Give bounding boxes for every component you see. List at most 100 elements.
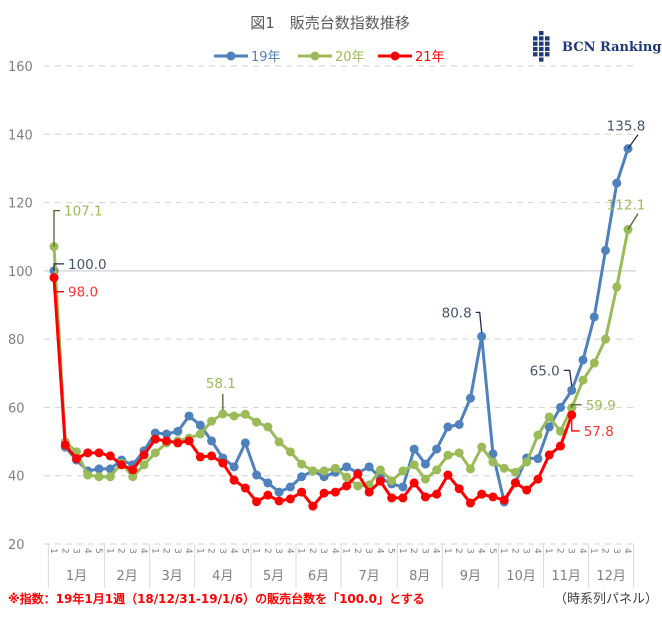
week-tick-label: 3 (217, 548, 227, 554)
data-point (387, 476, 397, 486)
week-tick-label: 2 (599, 548, 609, 554)
week-tick-label: 2 (554, 548, 564, 554)
series-group (49, 144, 633, 511)
data-point (240, 483, 250, 493)
data-point (94, 472, 104, 482)
data-point (477, 489, 487, 499)
week-tick-label: 5 (487, 548, 497, 554)
week-tick-label: 2 (161, 548, 171, 554)
data-point (94, 448, 104, 458)
data-point (420, 492, 430, 502)
week-tick-label: 2 (307, 548, 317, 554)
data-point (420, 459, 430, 469)
data-point (252, 470, 262, 480)
logo-block (539, 46, 544, 52)
month-label: 8月 (409, 569, 430, 584)
gridlines (44, 65, 636, 545)
data-point (195, 429, 205, 439)
data-point (409, 444, 419, 454)
week-tick-label: 1 (543, 548, 553, 554)
data-point (184, 411, 194, 421)
week-tick-label: 1 (588, 548, 598, 554)
annotation-leader (53, 263, 64, 271)
week-tick-label: 3 (127, 548, 137, 554)
week-tick-label: 3 (464, 548, 474, 554)
y-tick-label: 80 (8, 333, 25, 348)
month-label: 9月 (460, 569, 481, 584)
data-point (308, 501, 318, 511)
week-tick-label: 4 (532, 548, 542, 554)
data-point (319, 488, 329, 498)
data-point (409, 460, 419, 470)
annotation-leader (571, 404, 582, 408)
week-tick-label: 4 (431, 548, 441, 554)
data-point (555, 426, 565, 436)
data-point (409, 478, 419, 488)
data-point (274, 487, 284, 497)
data-point (454, 420, 464, 429)
logo-mark-icon (533, 31, 550, 62)
data-point (297, 487, 307, 497)
data-point (488, 457, 498, 467)
data-point (105, 464, 115, 474)
week-tick-label: 5 (386, 548, 396, 554)
series-20年 (49, 225, 633, 491)
data-point (330, 463, 340, 473)
data-point (195, 420, 205, 430)
week-tick-label: 1 (48, 548, 58, 554)
bcn-logo: BCN Ranking (533, 31, 661, 62)
data-point (578, 355, 588, 365)
data-point (398, 466, 408, 476)
month-label: 3月 (162, 569, 183, 584)
data-point (364, 462, 374, 472)
annotations: 107.1 100.0 98.0 58.1 80.8 65.0 59.9 57.8 135.8 1… (53, 119, 646, 440)
legend-label: 20年 (335, 50, 365, 65)
logo-block (539, 57, 544, 62)
data-point (83, 448, 93, 458)
week-tick-label: 1 (104, 548, 114, 554)
annotation-leader (627, 134, 639, 150)
data-point (252, 417, 262, 427)
week-tick-label: 4 (183, 548, 193, 554)
series-19年 (49, 144, 633, 507)
data-point (128, 465, 138, 475)
data-point (477, 331, 487, 341)
data-point (274, 496, 284, 506)
logo-block (533, 46, 538, 52)
y-axis: 20 40 60 80 100 120 140 160 (8, 60, 33, 553)
week-tick-label: 4 (374, 548, 384, 554)
data-point (297, 472, 307, 482)
week-tick-label: 3 (611, 548, 621, 554)
logo-block (545, 46, 550, 52)
data-point (60, 440, 70, 450)
data-point (353, 481, 363, 491)
month-label: 4月 (212, 569, 233, 584)
data-point (555, 441, 565, 451)
month-label: 5月 (263, 569, 284, 584)
legend-label: 19年 (251, 50, 281, 65)
data-point (319, 466, 329, 476)
data-point (207, 416, 217, 426)
data-point (443, 450, 453, 460)
data-point (443, 470, 453, 480)
data-point (522, 457, 532, 467)
data-point (263, 422, 273, 432)
footnote: ※指数：19年1月1週（18/12/31-19/1/6）の販売台数を「100.0… (8, 591, 425, 606)
data-label: 112.1 (607, 198, 646, 214)
week-tick-label: 2 (453, 548, 463, 554)
week-tick-label: 1 (397, 548, 407, 554)
week-tick-label: 1 (194, 548, 204, 554)
data-point (353, 469, 363, 479)
data-label: 59.9 (586, 398, 616, 414)
week-tick-label: 2 (509, 548, 519, 554)
logo-block (533, 36, 538, 41)
logo-block (539, 36, 544, 41)
data-point (465, 498, 475, 508)
data-point (488, 449, 498, 459)
data-point (612, 282, 622, 292)
data-point (308, 466, 318, 476)
data-label: 80.8 (442, 305, 472, 321)
month-label: 11月 (551, 569, 581, 584)
data-point (454, 448, 464, 458)
week-tick-label: 2 (206, 548, 216, 554)
